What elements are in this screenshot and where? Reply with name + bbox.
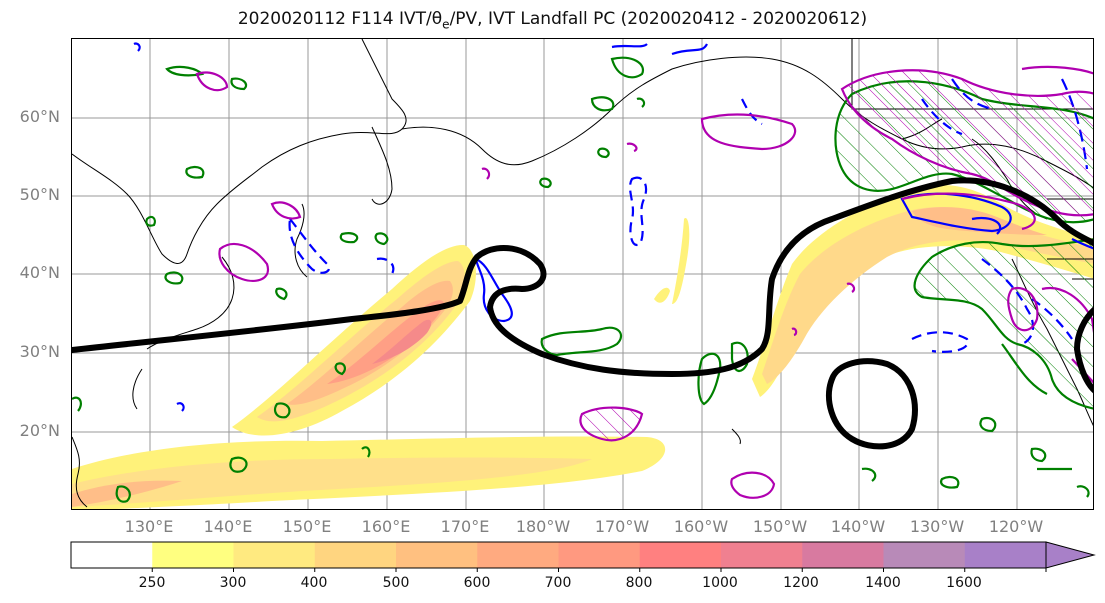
ivt-shading — [72, 185, 1093, 509]
lat-label-30n: 30°N — [19, 342, 60, 361]
colorbar-label-600: 600 — [463, 575, 491, 591]
colorbar-segment — [964, 542, 1047, 568]
colorbar-label-250: 250 — [138, 575, 166, 591]
lon-label-140w: 140°W — [830, 517, 886, 536]
lon-label-160e: 160°E — [361, 517, 411, 536]
colorbar-label-1000: 1000 — [702, 575, 738, 591]
lon-label-170e: 170°E — [440, 517, 490, 536]
colorbar-segment — [71, 542, 153, 568]
colorbar-label-1400: 1400 — [865, 575, 901, 591]
map-panel — [71, 38, 1094, 510]
lon-label-130w: 130°W — [909, 517, 965, 536]
colorbar-extend-arrow — [1045, 541, 1096, 569]
colorbar-label-500: 500 — [382, 575, 410, 591]
lon-label-130e: 130°E — [124, 517, 174, 536]
lon-label-150e: 150°E — [282, 517, 332, 536]
lat-label-20n: 20°N — [19, 421, 60, 440]
lon-label-120w: 120°W — [988, 517, 1044, 536]
lon-label-180w: 180°W — [515, 517, 571, 536]
colorbar-segment — [883, 542, 966, 568]
lat-label-60n: 60°N — [19, 107, 60, 126]
lon-label-140e: 140°E — [203, 517, 253, 536]
colorbar-segment — [558, 542, 641, 568]
lon-label-170w: 170°W — [594, 517, 650, 536]
map-gridlines — [72, 39, 1093, 509]
colorbar-segment — [233, 542, 316, 568]
colorbar-segment — [152, 542, 234, 568]
colorbar-label-800: 800 — [625, 575, 653, 591]
ivt-magenta-contours — [195, 65, 1093, 499]
map-canvas — [72, 39, 1093, 509]
map-title: 2020020112 F114 IVT/θe/PV, IVT Landfall … — [237, 9, 868, 32]
lon-label-160w: 160°W — [673, 517, 729, 536]
lon-label-150w: 150°W — [752, 517, 808, 536]
colorbar-segment — [396, 542, 478, 568]
colorbar-segment — [639, 542, 722, 568]
ivt-landfall-pc-contours — [72, 177, 1093, 450]
colorbar — [70, 541, 1096, 572]
colorbar-label-1600: 1600 — [946, 575, 982, 591]
colorbar-label-300: 300 — [219, 575, 247, 591]
colorbar-label-1200: 1200 — [783, 575, 819, 591]
colorbar-label-700: 700 — [544, 575, 572, 591]
colorbar-segment — [477, 542, 559, 568]
colorbar-segment — [314, 542, 397, 568]
lat-label-50n: 50°N — [19, 185, 60, 204]
lat-label-40n: 40°N — [19, 263, 60, 282]
colorbar-label-400: 400 — [300, 575, 328, 591]
colorbar-segment — [721, 542, 803, 568]
colorbar-segment — [802, 542, 884, 568]
